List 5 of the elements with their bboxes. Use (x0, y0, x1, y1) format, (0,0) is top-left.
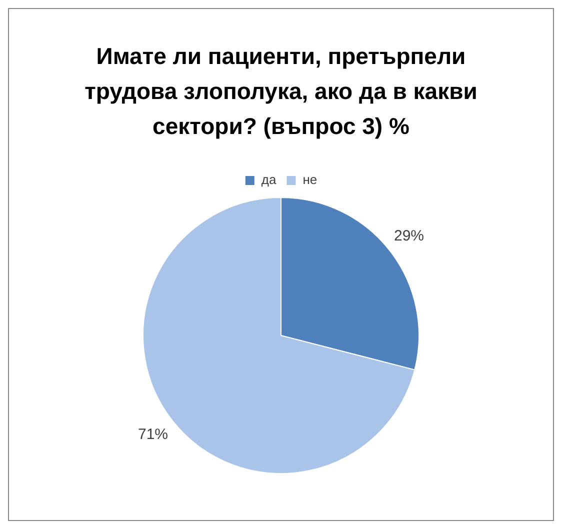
chart-title: Имате ли пациенти, претърпели трудова злополука, ако да в какви сектори? (въпрос 3) % (84, 42, 478, 141)
data-label: 71% (138, 426, 168, 443)
legend-label: не (302, 172, 318, 188)
data-label: 29% (394, 227, 424, 244)
legend-label: да (261, 172, 277, 188)
